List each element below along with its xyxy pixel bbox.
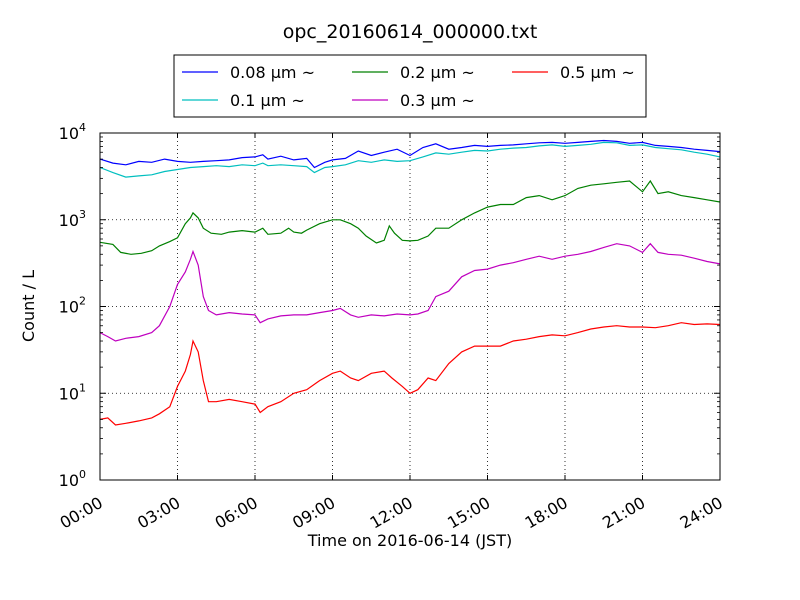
series-line-2: [99, 179, 721, 255]
x-tick-label: 21:00: [599, 493, 648, 533]
x-tick-label: 00:00: [57, 493, 106, 533]
y-tick-label: 104: [59, 121, 86, 143]
y-axis-label: Count / L: [19, 270, 38, 342]
x-tick-label: 12:00: [367, 493, 416, 533]
x-tick-label: 06:00: [212, 493, 261, 533]
x-tick-label: 18:00: [522, 493, 571, 533]
series-line-4: [99, 322, 721, 426]
legend-label-0: 0.08 μm ~: [230, 63, 315, 82]
legend-label-2: 0.2 μm ~: [400, 63, 475, 82]
y-tick-label: 102: [59, 295, 86, 317]
x-tick-label: 24:00: [677, 493, 726, 533]
x-tick-label: 09:00: [289, 493, 338, 533]
x-tick-label: 15:00: [444, 493, 493, 533]
legend: 0.08 μm ~ 0.1 μm ~ 0.2 μm ~ 0.3 μm ~ 0.5 μm …: [173, 54, 647, 118]
x-tick-label: 03:00: [134, 493, 183, 533]
series-line-1: [99, 141, 721, 178]
legend-box: [173, 54, 647, 118]
legend-label-4: 0.5 μm ~: [560, 63, 635, 82]
series-line-0: [99, 139, 721, 169]
legend-label-1: 0.1 μm ~: [230, 91, 305, 110]
y-tick-label: 101: [59, 381, 86, 403]
series-line-3: [99, 242, 721, 342]
y-tick-label: 100: [59, 468, 86, 490]
y-tick-label: 103: [59, 208, 86, 230]
legend-label-3: 0.3 μm ~: [400, 91, 475, 110]
series-group: [99, 139, 721, 426]
grid: [100, 133, 720, 480]
x-axis-label: Time on 2016-06-14 (JST): [307, 531, 512, 550]
chart-title: opc_20160614_000000.txt: [283, 21, 538, 43]
